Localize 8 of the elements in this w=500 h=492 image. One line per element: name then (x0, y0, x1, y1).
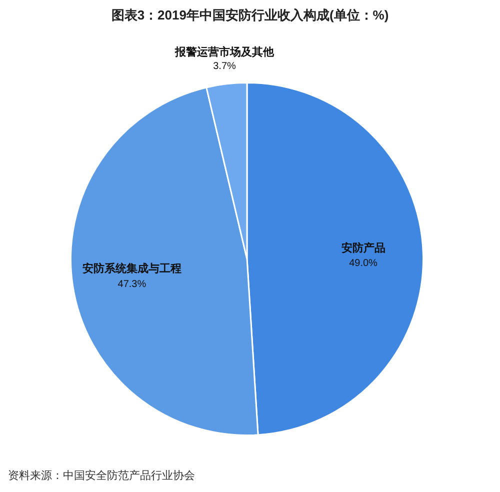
slice-label: 报警运营市场及其他 (174, 45, 276, 58)
data-label: 3.7% (213, 61, 236, 72)
slice-label: 安防产品 (341, 241, 386, 254)
chart-title: 图表3：2019年中国安防行业收入构成(单位：%) (111, 8, 389, 23)
data-label: 47.3% (118, 278, 146, 290)
data-label: 49.0% (349, 258, 378, 270)
text: 资料来源：中国安全防范产品行业协会 (8, 469, 195, 482)
slice-label: 安防系统集成与工程 (82, 262, 182, 276)
